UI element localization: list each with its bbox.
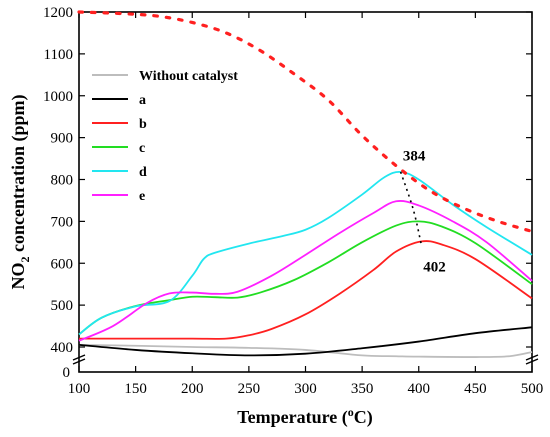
y-tick-label: 1000 [43,89,73,105]
annotation-label: 384 [403,149,426,165]
x-tick-label: 350 [351,381,374,397]
y-tick-label: 700 [51,214,74,230]
y-tick-label: 900 [51,131,74,147]
y-tick-label: 500 [51,298,74,314]
legend-label: e [139,189,145,204]
x-tick-label: 400 [408,381,431,397]
series-line-e [78,200,533,342]
x-tick-label: 200 [181,381,204,397]
legend-label: Without catalyst [139,69,238,84]
legend-label: d [139,165,147,180]
series-line-d [78,171,533,336]
ticks: 100 150 200 250 300 350 400 450 500 400 500 600 700 8… [43,5,543,397]
x-tick-label: 250 [238,381,261,397]
series-line-dotted [77,10,534,234]
y-tick-label: 600 [51,256,74,272]
legend-label: a [139,93,146,108]
y-tick-label: 400 [51,340,74,356]
x-tick-label: 500 [521,381,544,397]
y-tick-label: 800 [51,173,74,189]
series-line-b [79,240,533,340]
series-layer [77,10,534,358]
series-line-without-catalyst [78,344,533,358]
y-break-right [525,354,539,365]
annotations: 384 402 [403,149,446,276]
peak-marker-line [399,171,422,244]
plot-frame [78,11,533,373]
y-break-left [72,354,86,365]
legend-label: b [139,117,147,132]
x-tick-label: 300 [294,381,317,397]
y-tick-label: 1100 [44,47,73,63]
y-tick-label-break: 0 [63,365,71,381]
series-line-c [78,220,533,336]
y-tick-label: 1200 [43,5,73,21]
x-tick-label: 150 [124,381,147,397]
annotation-label: 402 [423,260,446,276]
y-axis-title: NO2 concentration (ppm) [8,95,32,290]
x-tick-label: 450 [464,381,487,397]
x-tick-label: 100 [68,381,91,397]
x-axis-title: Temperature (oC) [237,405,372,428]
legend-label: c [139,141,145,156]
series-line-a [78,326,533,357]
